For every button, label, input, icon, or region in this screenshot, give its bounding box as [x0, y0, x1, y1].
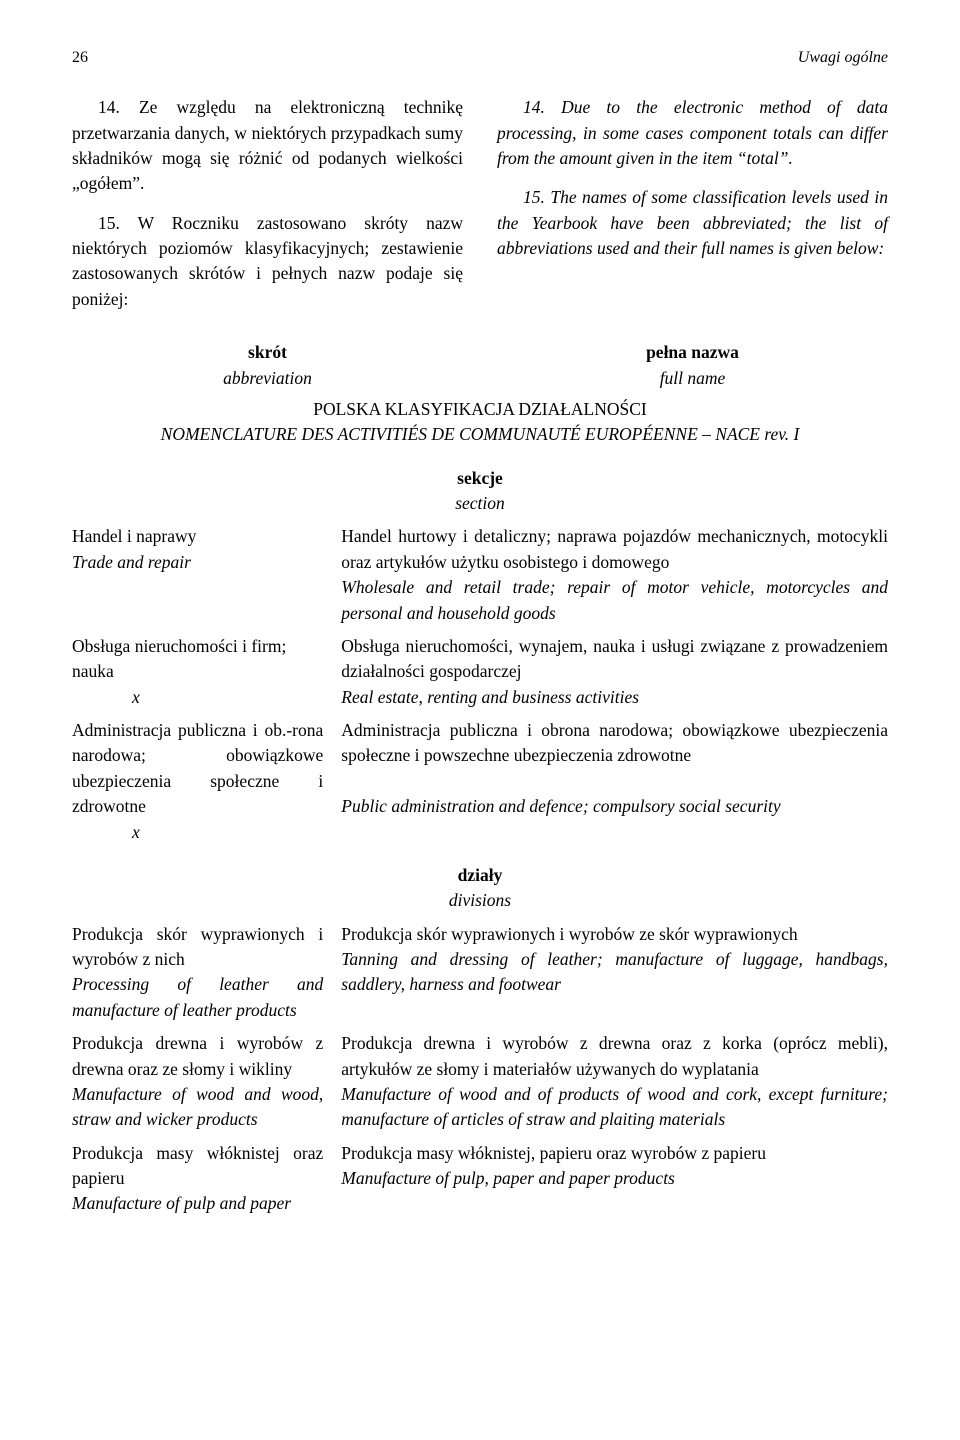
label-abbreviation: abbreviation	[223, 368, 312, 388]
cell-full: Produkcja masy włóknistej, papieru oraz …	[341, 1141, 888, 1225]
table-row: Obsługa nieruchomości i firm; nauka x Ob…	[72, 634, 888, 718]
full-en: Real estate, renting and business activi…	[341, 687, 639, 707]
full-pl: Obsługa nieruchomości, wynajem, nauka i …	[341, 636, 888, 681]
cell-short: Handel i naprawy Trade and repair	[72, 524, 341, 634]
label-skrot: skrót	[248, 342, 287, 362]
full-en: Public administration and defence; compu…	[341, 796, 780, 816]
cell-short: Obsługa nieruchomości i firm; nauka x	[72, 634, 341, 718]
classification-heading: POLSKA KLASYFIKACJA DZIAŁALNOŚCI NOMENCL…	[72, 397, 888, 448]
full-pl: Handel hurtowy i detaliczny; naprawa poj…	[341, 526, 888, 571]
short-en: Manufacture of wood and wood, straw and …	[72, 1084, 323, 1129]
label-pelna: pełna nazwa	[646, 342, 739, 362]
short-pl: Produkcja drewna i wyrobów z drewna oraz…	[72, 1033, 323, 1078]
label-abbrev: skrót abbreviation	[72, 340, 463, 391]
divisions-heading: działy divisions	[72, 863, 888, 914]
page-header: 26 Uwagi ogólne	[72, 46, 888, 69]
x-marker: x	[132, 822, 140, 842]
sections-heading: sekcje section	[72, 466, 888, 517]
para-14-en: 14. Due to the electronic method of data…	[497, 95, 888, 171]
full-pl: Produkcja drewna i wyrobów z drewna oraz…	[341, 1033, 888, 1078]
table-row: Produkcja masy włóknistej oraz papieru M…	[72, 1141, 888, 1225]
divisions-pl: działy	[458, 865, 503, 885]
cell-full: Handel hurtowy i detaliczny; naprawa poj…	[341, 524, 888, 634]
col-right: 14. Due to the electronic method of data…	[497, 95, 888, 326]
label-fullname-en: full name	[660, 368, 726, 388]
full-pl: Produkcja masy włóknistej, papieru oraz …	[341, 1143, 766, 1163]
cell-full: Administracja publiczna i obrona narodow…	[341, 718, 888, 853]
cell-short: Administracja publiczna i ob.-rona narod…	[72, 718, 341, 853]
cell-full: Obsługa nieruchomości, wynajem, nauka i …	[341, 634, 888, 718]
divisions-en: divisions	[449, 890, 511, 910]
short-pl: Produkcja skór wyprawionych i wyrobów z …	[72, 924, 323, 969]
para-15-en: 15. The names of some classification lev…	[497, 185, 888, 261]
cell-short: Produkcja skór wyprawionych i wyrobów z …	[72, 922, 341, 1032]
column-labels: skrót abbreviation pełna nazwa full name	[72, 340, 888, 391]
cell-full: Produkcja drewna i wyrobów z drewna oraz…	[341, 1031, 888, 1141]
class-head-en: NOMENCLATURE DES ACTIVITIÉS DE COMMUNAUT…	[161, 424, 800, 444]
table-row: Produkcja skór wyprawionych i wyrobów z …	[72, 922, 888, 1032]
para-14-pl: 14. Ze względu na elektroniczną technikę…	[72, 95, 463, 197]
sections-table: Handel i naprawy Trade and repair Handel…	[72, 524, 888, 853]
para-15-pl: 15. W Roczniku zastosowano skróty nazw n…	[72, 211, 463, 313]
divisions-table: Produkcja skór wyprawionych i wyrobów z …	[72, 922, 888, 1225]
table-row: Produkcja drewna i wyrobów z drewna oraz…	[72, 1031, 888, 1141]
full-pl: Administracja publiczna i obrona narodow…	[341, 720, 888, 765]
label-fullname: pełna nazwa full name	[497, 340, 888, 391]
cell-full: Produkcja skór wyprawionych i wyrobów ze…	[341, 922, 888, 1032]
short-pl: Obsługa nieruchomości i firm; nauka	[72, 636, 286, 681]
sections-pl: sekcje	[457, 468, 503, 488]
table-row: Administracja publiczna i ob.-rona narod…	[72, 718, 888, 853]
full-pl: Produkcja skór wyprawionych i wyrobów ze…	[341, 924, 797, 944]
short-en: Manufacture of pulp and paper	[72, 1193, 291, 1213]
page-number: 26	[72, 46, 88, 69]
sections-en: section	[455, 493, 505, 513]
page-header-title: Uwagi ogólne	[798, 46, 888, 69]
short-pl: Handel i naprawy	[72, 526, 196, 546]
full-en: Tanning and dressing of leather; manufac…	[341, 949, 888, 994]
full-en: Wholesale and retail trade; repair of mo…	[341, 577, 888, 622]
short-en: Processing of leather and manufacture of…	[72, 974, 323, 1019]
table-row: Handel i naprawy Trade and repair Handel…	[72, 524, 888, 634]
class-head-pl: POLSKA KLASYFIKACJA DZIAŁALNOŚCI	[313, 399, 647, 419]
intro-columns: 14. Ze względu na elektroniczną technikę…	[72, 95, 888, 326]
x-marker: x	[132, 687, 140, 707]
cell-short: Produkcja drewna i wyrobów z drewna oraz…	[72, 1031, 341, 1141]
cell-short: Produkcja masy włóknistej oraz papieru M…	[72, 1141, 341, 1225]
short-en: Trade and repair	[72, 552, 191, 572]
full-en: Manufacture of pulp, paper and paper pro…	[341, 1168, 675, 1188]
short-pl: Produkcja masy włóknistej oraz papieru	[72, 1143, 323, 1188]
col-left: 14. Ze względu na elektroniczną technikę…	[72, 95, 463, 326]
short-pl: Administracja publiczna i ob.-rona narod…	[72, 720, 323, 816]
full-en: Manufacture of wood and of products of w…	[341, 1084, 888, 1129]
